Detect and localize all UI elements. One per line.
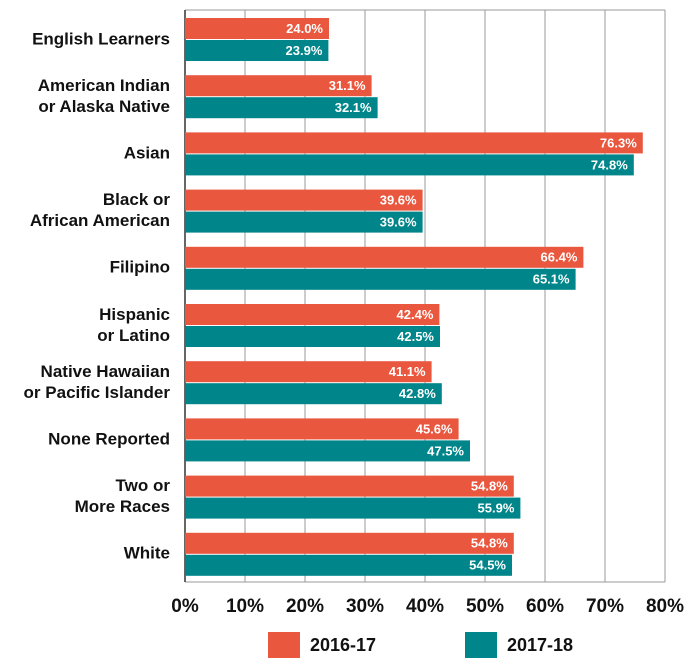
bar <box>185 75 372 97</box>
bar <box>185 18 329 39</box>
value-label: 42.5% <box>397 329 434 344</box>
x-tick-label: 80% <box>646 596 684 617</box>
value-label: 41.1% <box>389 364 426 379</box>
category-label: Asian <box>123 143 170 163</box>
category-label: Filipino <box>109 257 170 277</box>
x-tick-label: 70% <box>586 596 624 617</box>
category-label: English Learners <box>32 29 170 49</box>
legend-label: 2017-18 <box>507 635 573 655</box>
x-tick-label: 20% <box>286 596 324 617</box>
value-label: 65.1% <box>533 272 570 287</box>
value-label: 39.6% <box>380 215 417 230</box>
legend-swatch <box>268 632 300 658</box>
bar <box>185 440 470 462</box>
bar <box>185 132 643 154</box>
x-tick-label: 60% <box>526 596 564 617</box>
category-label: American Indian or Alaska Native <box>37 75 170 116</box>
category-label: None Reported <box>48 429 170 449</box>
category-label: Black or African American <box>29 190 170 231</box>
category-label: Native Hawaiian or Pacific Islander <box>23 361 170 402</box>
x-tick-label: 10% <box>226 596 264 617</box>
value-label: 32.1% <box>335 100 372 115</box>
legend-label: 2016-17 <box>310 635 376 655</box>
value-label: 39.6% <box>380 193 417 208</box>
bar <box>185 246 584 268</box>
x-tick-label: 40% <box>406 596 444 617</box>
value-label: 45.6% <box>416 421 453 436</box>
bar <box>185 304 440 325</box>
category-label: White <box>123 543 170 563</box>
category-label: Two or More Races <box>74 476 170 517</box>
value-label: 42.4% <box>397 307 434 322</box>
x-tick-label: 30% <box>346 596 384 617</box>
bar <box>185 268 576 290</box>
value-label: 31.1% <box>329 78 366 93</box>
bar <box>185 326 440 347</box>
value-label: 54.8% <box>471 536 508 551</box>
category-label: Hispanic or Latino <box>97 304 170 345</box>
value-label: 23.9% <box>286 43 323 58</box>
value-label: 42.8% <box>399 386 436 401</box>
bar <box>185 418 459 440</box>
bar <box>185 154 634 176</box>
value-label: 54.5% <box>469 558 506 573</box>
value-label: 66.4% <box>541 250 578 265</box>
bar <box>185 211 423 233</box>
value-label: 54.8% <box>471 479 508 494</box>
bar <box>185 189 423 211</box>
bar <box>185 40 329 61</box>
x-tick-label: 0% <box>171 596 199 617</box>
bar <box>185 361 432 383</box>
value-label: 47.5% <box>427 443 464 458</box>
bar <box>185 383 442 405</box>
value-label: 24.0% <box>286 21 323 36</box>
bar <box>185 497 521 519</box>
bar <box>185 475 514 497</box>
legend-swatch <box>465 632 497 658</box>
value-label: 74.8% <box>591 157 628 172</box>
bar <box>185 532 514 554</box>
x-tick-label: 50% <box>466 596 504 617</box>
bar <box>185 97 378 119</box>
bar <box>185 554 512 576</box>
value-label: 76.3% <box>600 135 637 150</box>
value-label: 55.9% <box>478 501 515 516</box>
